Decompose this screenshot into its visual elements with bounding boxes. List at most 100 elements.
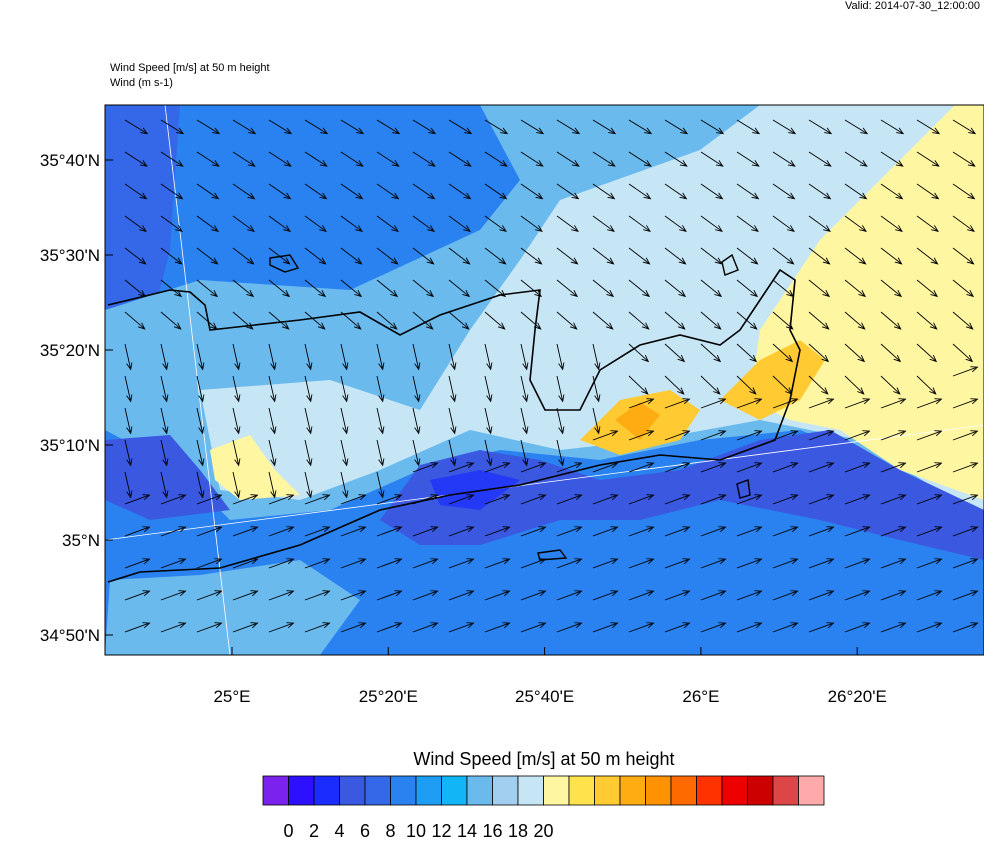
colorbar-box xyxy=(594,775,621,806)
wind-arrow xyxy=(304,407,313,435)
wind-arrow xyxy=(304,343,313,371)
wind-arrow xyxy=(808,151,832,167)
wind-arrow xyxy=(376,279,399,298)
wind-arrow xyxy=(520,215,543,232)
wind-arrow xyxy=(232,343,241,371)
wind-arrow xyxy=(196,471,205,499)
wind-arrow xyxy=(592,494,619,505)
wind-arrow xyxy=(736,590,763,601)
wind-arrow xyxy=(736,462,763,473)
wind-arrow xyxy=(124,590,151,601)
wind-arrow xyxy=(664,279,687,298)
wind-arrow xyxy=(556,279,579,298)
wind-arrow xyxy=(592,119,617,135)
island xyxy=(269,254,300,273)
wind-arrow xyxy=(340,151,364,167)
wind-arrow xyxy=(232,471,241,499)
wind-arrow xyxy=(232,215,255,232)
wind-arrow xyxy=(628,215,651,232)
wind-arrow xyxy=(520,183,544,200)
wind-arrow xyxy=(124,183,148,200)
wind-arrow xyxy=(844,462,871,473)
wind-arrow xyxy=(196,183,220,200)
wind-arrow xyxy=(952,398,979,409)
wind-arrow xyxy=(556,622,583,633)
colorbar-label: 12 xyxy=(431,821,451,841)
wind-arrow xyxy=(664,494,691,505)
wind-arrow xyxy=(592,279,615,298)
wind-arrow xyxy=(160,590,187,601)
wind-arrow xyxy=(412,526,439,537)
wind-arrow xyxy=(808,183,832,200)
wind-arrow xyxy=(700,375,721,395)
colorbar-box xyxy=(288,775,315,806)
wind-arrow xyxy=(412,462,439,473)
wind-arrow xyxy=(628,183,652,200)
wind-arrow xyxy=(196,343,205,371)
wind-arrow xyxy=(916,183,940,200)
colorbar-label: 14 xyxy=(457,821,477,841)
wind-arrow xyxy=(484,375,493,403)
wind-arrow xyxy=(808,215,831,232)
valid-time: Valid: 2014-07-30_12:00:00 xyxy=(845,0,980,12)
wind-arrow xyxy=(556,311,578,330)
colorbar-box xyxy=(696,775,723,806)
wind-arrow xyxy=(916,151,940,167)
wind-arrow xyxy=(412,247,435,265)
wind-arrow xyxy=(556,247,579,265)
wind-arrow xyxy=(268,151,292,167)
wind-arrow xyxy=(484,247,507,265)
wind-arrow xyxy=(232,151,256,167)
wind-arrow xyxy=(880,311,902,330)
wind-arrow xyxy=(124,526,151,537)
wind-arrow xyxy=(124,439,133,467)
wind-arrow xyxy=(556,343,565,371)
wind-arrow xyxy=(160,471,169,499)
lon-label: 25°20'E xyxy=(359,687,418,706)
wind-arrow xyxy=(268,622,295,633)
wind-arrow xyxy=(304,183,328,200)
wind-arrow xyxy=(448,622,475,633)
wind-arrow xyxy=(304,279,327,298)
wind-arrow xyxy=(556,439,565,467)
wind-arrow xyxy=(736,558,763,569)
wind-arrow xyxy=(484,558,511,569)
wind-arrow xyxy=(520,151,544,167)
colorbar-label: 0 xyxy=(283,821,293,841)
wind-arrow xyxy=(484,407,493,435)
wind-arrow xyxy=(772,398,799,409)
wind-arrow xyxy=(412,215,435,232)
wind-arrow xyxy=(376,494,403,505)
wind-arrow xyxy=(664,183,688,200)
wind-arrow xyxy=(916,247,939,265)
wind-arrow xyxy=(556,407,565,435)
wind-arrow xyxy=(484,151,508,167)
colorbar-label: 8 xyxy=(385,821,395,841)
wind-arrow xyxy=(196,526,223,537)
wind-arrow xyxy=(952,183,976,200)
wind-arrow xyxy=(448,375,457,403)
wind-arrow xyxy=(340,526,367,537)
wind-arrow xyxy=(124,622,151,633)
wind-arrow xyxy=(196,494,223,505)
wind-arrow xyxy=(304,311,326,330)
wind-arrow xyxy=(628,375,649,395)
wind-arrow xyxy=(880,375,901,395)
wind-arrow xyxy=(880,183,904,200)
wind-arrow xyxy=(880,398,907,409)
lat-label: 35°N xyxy=(62,531,100,550)
colorbar-title: Wind Speed [m/s] at 50 m height xyxy=(413,749,674,769)
colorbar-box xyxy=(364,775,391,806)
wind-arrow xyxy=(268,119,293,135)
wind-arrow xyxy=(556,151,580,167)
colorbar-box xyxy=(772,775,799,806)
wind-arrow xyxy=(700,494,727,505)
island xyxy=(736,479,751,499)
wind-arrow xyxy=(232,183,256,200)
wind-arrow xyxy=(520,375,529,403)
wind-arrow xyxy=(376,407,385,435)
wind-arrow xyxy=(592,558,619,569)
wind-arrow xyxy=(124,151,148,167)
wind-arrow xyxy=(448,494,475,505)
